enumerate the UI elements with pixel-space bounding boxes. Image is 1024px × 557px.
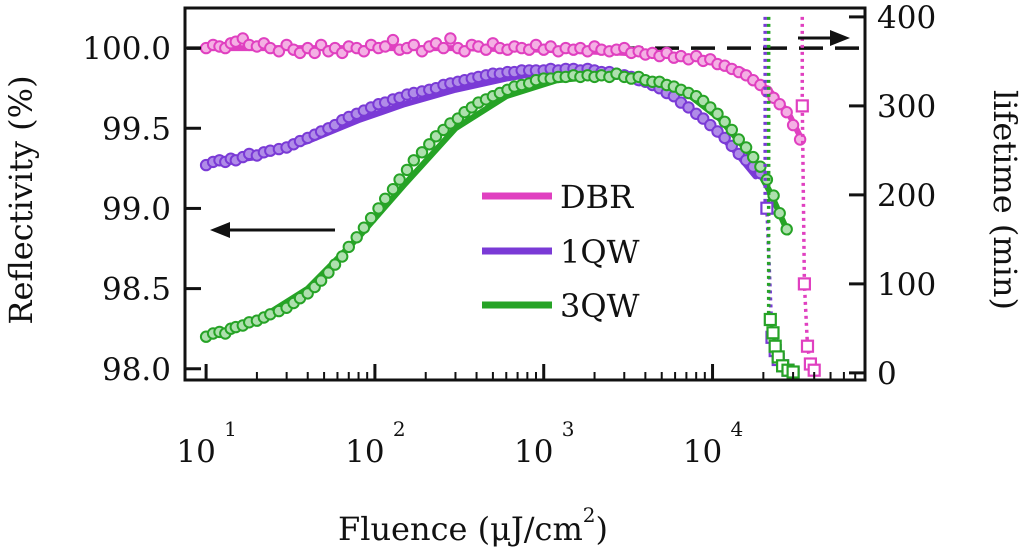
data-point-3qw bbox=[400, 163, 414, 177]
y-right-tick-label: 300 bbox=[877, 89, 936, 125]
x-tick-exponent: 1 bbox=[224, 417, 237, 441]
x-axis-title-sup: 2 bbox=[583, 503, 596, 527]
data-point-dbr bbox=[308, 46, 321, 60]
data-point-3qw bbox=[357, 221, 371, 234]
data-point-dbr bbox=[437, 41, 450, 55]
data-point-3qw bbox=[423, 138, 436, 151]
lifetime-point-3qw bbox=[768, 339, 782, 353]
data-point-3qw bbox=[773, 207, 786, 220]
lifetime-point-3qw bbox=[763, 312, 777, 327]
y-left-tick-label: 99.0 bbox=[102, 191, 171, 227]
y-right-tick-label: 200 bbox=[877, 178, 936, 214]
left-axis-arrow bbox=[210, 222, 335, 238]
axis-ticks: 98.0 98.5 99.0 99.5 100.0 0 100 200 300 400 10 1 10 2… bbox=[82, 0, 936, 470]
lifetime-point-dbr bbox=[795, 99, 809, 113]
data-point-dbr bbox=[407, 38, 420, 52]
data-point-3qw bbox=[314, 274, 328, 287]
data-point-3qw bbox=[342, 240, 355, 254]
x-tick-exponent: 3 bbox=[562, 417, 575, 441]
x-tick-label: 10 bbox=[176, 434, 215, 470]
data-point-3qw bbox=[379, 192, 392, 206]
data-point-3qw bbox=[747, 150, 760, 164]
y-left-tick-label: 98.5 bbox=[102, 272, 171, 308]
x-tick-label: 10 bbox=[514, 434, 553, 470]
lifetime-connector-dbr bbox=[800, 105, 816, 372]
data-point-3qw bbox=[336, 250, 349, 263]
data-point-dbr bbox=[786, 118, 800, 132]
legend-label-1qw: 1QW bbox=[560, 233, 640, 271]
data-point-dbr bbox=[386, 33, 400, 47]
data-point-3qw bbox=[350, 231, 363, 244]
data-point-3qw bbox=[725, 123, 738, 137]
data-points bbox=[199, 32, 807, 343]
data-point-3qw bbox=[393, 173, 406, 186]
data-point-dbr bbox=[780, 106, 793, 119]
data-point-3qw bbox=[415, 146, 429, 159]
data-point-dbr bbox=[379, 40, 392, 53]
data-point-3qw bbox=[732, 133, 745, 146]
data-point-3qw bbox=[372, 202, 385, 215]
data-point-1qw bbox=[682, 101, 695, 114]
data-point-3qw bbox=[322, 266, 335, 279]
data-point-1qw bbox=[718, 131, 731, 145]
y-left-tick-label: 98.0 bbox=[102, 352, 171, 388]
x-axis-title-main: Fluence (μJ/cm bbox=[338, 510, 583, 548]
x-axis-title-close: ) bbox=[596, 510, 608, 548]
x-tick-label: 10 bbox=[683, 434, 722, 470]
data-point-3qw bbox=[718, 115, 731, 129]
y-left-tick-label: 100.0 bbox=[82, 31, 171, 67]
legend-label-3qw: 3QW bbox=[560, 287, 640, 325]
data-point-3qw bbox=[767, 189, 780, 202]
x-tick-label: 10 bbox=[345, 434, 384, 470]
lifetime-point-dbr bbox=[800, 339, 815, 353]
data-point-dbr bbox=[773, 98, 786, 111]
data-point-dbr bbox=[444, 32, 457, 45]
y-right-tick-label: 0 bbox=[877, 356, 897, 392]
data-point-3qw bbox=[328, 258, 342, 271]
legend: DBR 1QW 3QW bbox=[482, 178, 640, 325]
data-point-3qw bbox=[780, 223, 793, 236]
data-point-3qw bbox=[739, 141, 753, 154]
y-axis-right-title: lifetime (min) bbox=[986, 90, 1024, 310]
data-point-3qw bbox=[429, 130, 443, 143]
data-point-3qw bbox=[364, 211, 378, 225]
right-axis-arrow bbox=[798, 30, 850, 46]
x-tick-exponent: 2 bbox=[393, 417, 406, 441]
y-right-tick-label: 400 bbox=[877, 0, 936, 36]
data-point-3qw bbox=[386, 183, 400, 196]
data-point-dbr bbox=[272, 45, 286, 58]
y-axis-left-title: Reflectivity (%) bbox=[2, 75, 40, 324]
y-right-tick-label: 100 bbox=[877, 267, 936, 303]
lifetime-point-dbr bbox=[797, 277, 812, 291]
lifetime-point-3qw bbox=[766, 326, 780, 340]
lifetime-point-1qw bbox=[760, 201, 774, 215]
x-tick-exponent: 4 bbox=[731, 417, 744, 441]
legend-label-dbr: DBR bbox=[560, 178, 634, 216]
y-left-tick-label: 99.5 bbox=[102, 111, 171, 147]
data-point-3qw bbox=[711, 107, 724, 121]
data-point-3qw bbox=[407, 154, 420, 167]
x-axis-title: Fluence (μJ/cm2) bbox=[338, 503, 608, 548]
